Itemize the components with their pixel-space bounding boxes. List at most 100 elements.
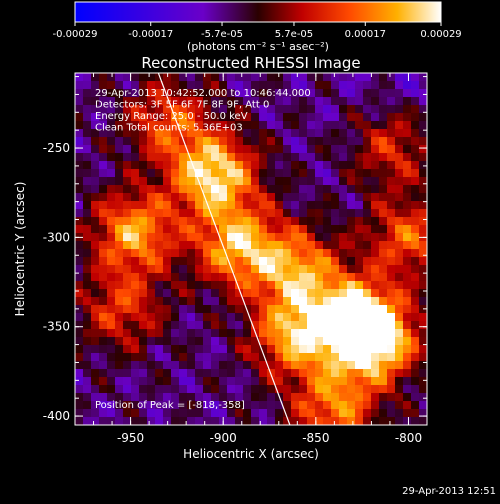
heatmap-cell [371, 353, 380, 362]
footer-timestamp: 29-Apr-2013 12:51 [402, 486, 496, 497]
heatmap-cell [363, 273, 372, 282]
heatmap-cell [259, 137, 268, 146]
heatmap-cell [419, 249, 427, 258]
heatmap-cell [75, 329, 84, 338]
heatmap-cell [283, 329, 292, 338]
heatmap-cell [187, 257, 196, 266]
heatmap-cell [363, 265, 372, 274]
heatmap-cell [187, 369, 196, 378]
heatmap-cell [411, 337, 420, 346]
heatmap-cell [171, 281, 180, 290]
heatmap-cell [115, 321, 124, 330]
heatmap-cell [251, 257, 260, 266]
heatmap-cell [235, 177, 244, 186]
heatmap-cell [99, 321, 108, 330]
heatmap-cell [315, 265, 324, 274]
heatmap-cell [195, 113, 204, 122]
heatmap-cell [307, 249, 316, 258]
heatmap-cell [371, 97, 380, 106]
heatmap-cell [211, 329, 220, 338]
heatmap-cell [203, 257, 212, 266]
heatmap-cell [259, 153, 268, 162]
heatmap-cell [403, 345, 412, 354]
heatmap-cell [163, 177, 172, 186]
heatmap-cell [195, 145, 204, 154]
heatmap-cell [347, 129, 356, 138]
heatmap-cell [283, 225, 292, 234]
heatmap-cell [347, 337, 356, 346]
heatmap-cell [115, 89, 124, 98]
heatmap-cell [291, 337, 300, 346]
heatmap-cell [379, 217, 388, 226]
heatmap-cell [187, 361, 196, 370]
heatmap-cell [291, 273, 300, 282]
heatmap-cell [299, 169, 308, 178]
heatmap-cell [259, 193, 268, 202]
heatmap-cell [387, 137, 396, 146]
heatmap-cell [243, 249, 252, 258]
heatmap-cell [355, 185, 364, 194]
heatmap-cell [203, 281, 212, 290]
heatmap-cell [283, 249, 292, 258]
heatmap-cell [387, 209, 396, 218]
heatmap-cell [227, 169, 236, 178]
heatmap-cell [131, 377, 140, 386]
heatmap-cell [363, 81, 372, 90]
heatmap-cell [323, 393, 332, 402]
heatmap-cell [187, 401, 196, 410]
heatmap-cell [91, 185, 100, 194]
heatmap-cell [99, 313, 108, 322]
heatmap-cell [347, 361, 356, 370]
heatmap-cell [347, 241, 356, 250]
heatmap-cell [235, 321, 244, 330]
heatmap-cell [419, 273, 427, 282]
heatmap-cell [387, 193, 396, 202]
heatmap-cell [91, 345, 100, 354]
heatmap-cell [99, 105, 108, 114]
heatmap-cell [107, 353, 116, 362]
heatmap-cell [283, 289, 292, 298]
heatmap-cell [171, 353, 180, 362]
heatmap-cell [339, 377, 348, 386]
heatmap-cell [379, 393, 388, 402]
heatmap-cell [259, 393, 268, 402]
heatmap-cell [347, 89, 356, 98]
colorbar-tick-label: -5.7e-05 [201, 29, 243, 40]
heatmap-cell [195, 313, 204, 322]
heatmap-cell [251, 377, 260, 386]
heatmap-cell [323, 233, 332, 242]
heatmap-cell [251, 417, 260, 425]
heatmap-cell [283, 105, 292, 114]
heatmap-cell [307, 233, 316, 242]
heatmap-cell [195, 89, 204, 98]
heatmap-cell [411, 393, 420, 402]
heatmap-cell [411, 305, 420, 314]
heatmap-cell [323, 193, 332, 202]
heatmap-cell [179, 217, 188, 226]
heatmap-cell [147, 161, 156, 170]
heatmap-cell [259, 105, 268, 114]
heatmap-cell [379, 121, 388, 130]
heatmap-cell [299, 393, 308, 402]
heatmap-cell [243, 273, 252, 282]
heatmap-cell [219, 137, 228, 146]
heatmap-cell [195, 241, 204, 250]
heatmap-cell [347, 313, 356, 322]
heatmap-cell [379, 97, 388, 106]
heatmap-cell [131, 297, 140, 306]
heatmap-cell [387, 265, 396, 274]
heatmap-cell [419, 417, 427, 425]
heatmap-cell [139, 225, 148, 234]
heatmap-cell [371, 81, 380, 90]
heatmap-cell [387, 281, 396, 290]
heatmap-cell [243, 377, 252, 386]
heatmap-cell [347, 297, 356, 306]
heatmap-cell [131, 105, 140, 114]
heatmap-cell [83, 361, 92, 370]
x-axis-label: Heliocentric X (arcsec) [183, 447, 319, 461]
heatmap-cell [131, 305, 140, 314]
heatmap-cell [219, 313, 228, 322]
heatmap-cell [283, 273, 292, 282]
heatmap-cell [379, 113, 388, 122]
heatmap-cell [379, 209, 388, 218]
